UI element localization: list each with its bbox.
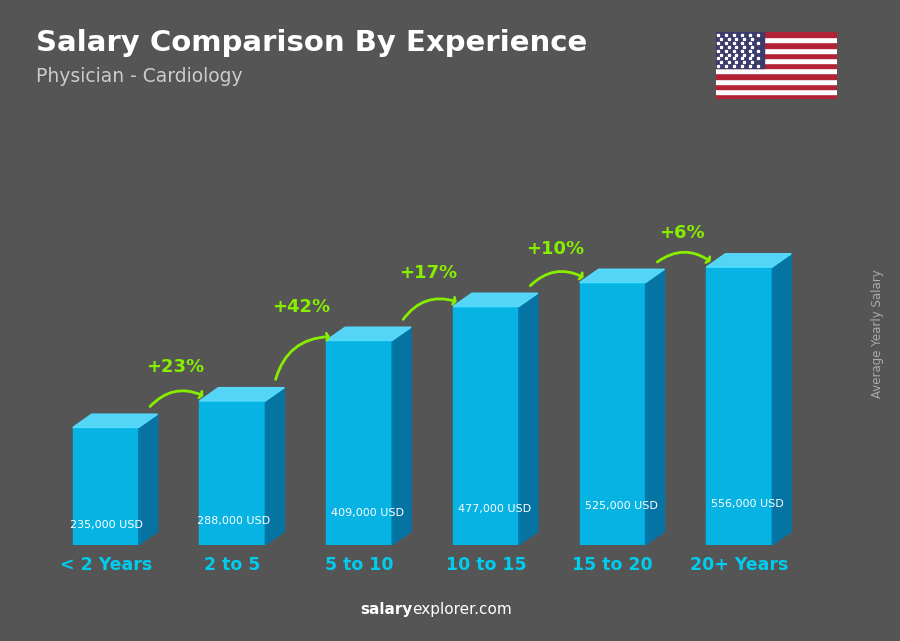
- Polygon shape: [139, 414, 158, 545]
- Polygon shape: [392, 327, 411, 545]
- Polygon shape: [772, 254, 791, 545]
- Polygon shape: [706, 254, 791, 267]
- Bar: [716, 89, 837, 94]
- Bar: [716, 74, 837, 79]
- Text: 288,000 USD: 288,000 USD: [197, 516, 270, 526]
- Text: 477,000 USD: 477,000 USD: [458, 504, 531, 514]
- Text: +42%: +42%: [273, 297, 330, 315]
- Bar: [716, 37, 837, 42]
- Bar: [716, 69, 837, 74]
- Polygon shape: [645, 269, 664, 545]
- Text: 235,000 USD: 235,000 USD: [70, 520, 143, 529]
- Bar: [716, 63, 837, 69]
- Text: 409,000 USD: 409,000 USD: [331, 508, 404, 519]
- Text: +6%: +6%: [659, 224, 705, 242]
- Bar: [716, 58, 837, 63]
- Bar: [716, 84, 837, 89]
- Text: salary: salary: [360, 602, 412, 617]
- Bar: [716, 53, 837, 58]
- Polygon shape: [266, 388, 284, 545]
- Bar: [716, 47, 837, 53]
- Text: 525,000 USD: 525,000 USD: [585, 501, 658, 511]
- Polygon shape: [580, 269, 664, 283]
- Polygon shape: [706, 267, 772, 545]
- Bar: [716, 79, 837, 84]
- Polygon shape: [326, 340, 392, 545]
- Bar: [716, 32, 837, 37]
- Text: +10%: +10%: [526, 240, 584, 258]
- Polygon shape: [453, 293, 538, 306]
- Text: 556,000 USD: 556,000 USD: [711, 499, 784, 509]
- Polygon shape: [200, 388, 284, 401]
- Text: explorer.com: explorer.com: [412, 602, 512, 617]
- Polygon shape: [453, 306, 518, 545]
- Bar: [716, 94, 837, 99]
- Bar: [716, 42, 837, 47]
- Text: Average Yearly Salary: Average Yearly Salary: [871, 269, 884, 397]
- Polygon shape: [73, 414, 158, 428]
- Polygon shape: [326, 327, 411, 340]
- Text: +17%: +17%: [399, 263, 457, 281]
- Bar: [716, 32, 764, 69]
- Text: +23%: +23%: [146, 358, 203, 376]
- Text: Physician - Cardiology: Physician - Cardiology: [36, 67, 243, 87]
- Polygon shape: [580, 283, 645, 545]
- Polygon shape: [73, 428, 139, 545]
- Text: Salary Comparison By Experience: Salary Comparison By Experience: [36, 29, 587, 57]
- Polygon shape: [518, 293, 538, 545]
- Polygon shape: [200, 401, 266, 545]
